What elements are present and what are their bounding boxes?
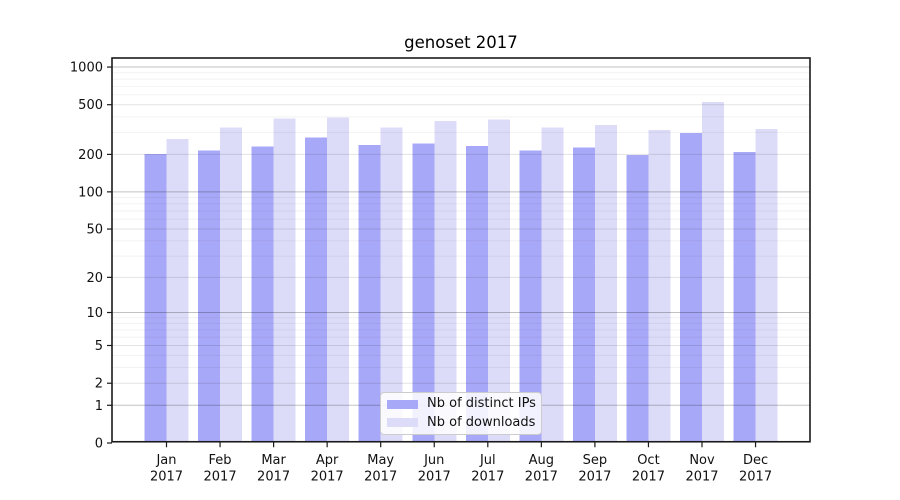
bar-distinct-ips-nov — [680, 132, 702, 442]
y-tick-label: 10 — [86, 306, 103, 321]
x-tick-label-year: 2017 — [739, 470, 772, 485]
x-tick-label-year: 2017 — [471, 470, 504, 485]
y-tick-label: 1 — [95, 399, 103, 414]
x-tick-label-year: 2017 — [632, 470, 665, 485]
legend-label-distinct-ips: Nb of distinct IPs — [427, 396, 536, 412]
x-tick-label-month: Jul — [479, 453, 496, 468]
x-tick-label-month: May — [367, 453, 394, 468]
bar-distinct-ips-jan — [144, 153, 167, 442]
bar-distinct-ips-sep — [572, 147, 595, 442]
legend-item-downloads: Nb of downloads — [381, 414, 541, 430]
legend-swatch-downloads — [387, 418, 418, 428]
x-tick-label-year: 2017 — [364, 470, 397, 485]
x-tick-label-year: 2017 — [257, 470, 290, 485]
bar-downloads-may — [380, 127, 403, 442]
x-tick-label-year: 2017 — [150, 470, 183, 485]
bar-downloads-jan — [166, 139, 189, 442]
x-tick-label-month: Mar — [261, 453, 286, 468]
y-tick-label: 5 — [95, 339, 103, 354]
chart-title: genoset 2017 — [404, 33, 518, 52]
bar-distinct-ips-oct — [626, 155, 649, 442]
x-tick-label-year: 2017 — [578, 470, 611, 485]
x-tick-label-year: 2017 — [204, 470, 237, 485]
y-tick-label: 1000 — [70, 61, 103, 76]
bar-downloads-jun — [434, 120, 457, 442]
plot-frame — [111, 57, 811, 443]
y-tick-label: 50 — [86, 223, 103, 238]
bar-downloads-aug — [541, 127, 564, 442]
x-tick-label-month: Aug — [529, 453, 554, 468]
y-tick-label: 0 — [95, 437, 103, 452]
bar-distinct-ips-feb — [198, 150, 221, 442]
x-tick-label-month: Jan — [155, 453, 176, 468]
bar-distinct-ips-dec — [733, 152, 756, 442]
x-tick-label-month: Dec — [743, 453, 768, 468]
x-tick-label-year: 2017 — [418, 470, 451, 485]
x-tick-label-month: Apr — [316, 453, 339, 468]
legend-label-downloads: Nb of downloads — [427, 414, 536, 430]
x-tick-label-month: Sep — [583, 453, 608, 468]
y-axis: 0 1 2 5 10 20 50 100 200 500 1000 — [70, 61, 112, 452]
y-tick-label: 2 — [95, 377, 103, 392]
y-tick-label: 500 — [78, 98, 103, 113]
bar-downloads-sep — [594, 124, 617, 442]
x-tick-label-month: Jun — [423, 453, 444, 468]
bars — [144, 101, 778, 442]
y-tick-label: 20 — [86, 271, 103, 286]
y-tick-label: 100 — [78, 185, 103, 200]
bar-distinct-ips-jul — [465, 145, 488, 442]
bar-downloads-oct — [648, 129, 671, 442]
bar-downloads-jul — [487, 119, 510, 442]
bar-distinct-ips-aug — [519, 150, 542, 442]
bar-distinct-ips-jun — [412, 143, 435, 442]
x-axis: Jan 2017 Feb 2017 Mar 2017 Apr 2017 May 2017 Jun 20… — [150, 441, 772, 485]
bar-downloads-dec — [755, 128, 778, 442]
bar-downloads-mar — [273, 118, 296, 442]
legend-item-distinct-ips: Nb of distinct IPs — [381, 396, 541, 412]
bar-downloads-apr — [327, 117, 350, 442]
x-tick-label-year: 2017 — [311, 470, 344, 485]
x-tick-label-year: 2017 — [525, 470, 558, 485]
x-tick-label-month: Oct — [637, 453, 659, 468]
bar-distinct-ips-may — [358, 144, 381, 442]
x-tick-label-month: Nov — [689, 453, 715, 468]
bar-downloads-feb — [220, 127, 243, 442]
legend: Nb of distinct IPs Nb of downloads — [380, 392, 542, 435]
bar-distinct-ips-apr — [305, 137, 328, 442]
x-tick-label-month: Feb — [209, 453, 232, 468]
x-tick-label-year: 2017 — [685, 470, 718, 485]
bar-downloads-nov — [702, 101, 724, 442]
legend-swatch-distinct-ips — [387, 399, 418, 409]
y-tick-label: 200 — [78, 148, 103, 163]
gridlines — [112, 66, 810, 406]
bar-distinct-ips-mar — [251, 146, 274, 442]
